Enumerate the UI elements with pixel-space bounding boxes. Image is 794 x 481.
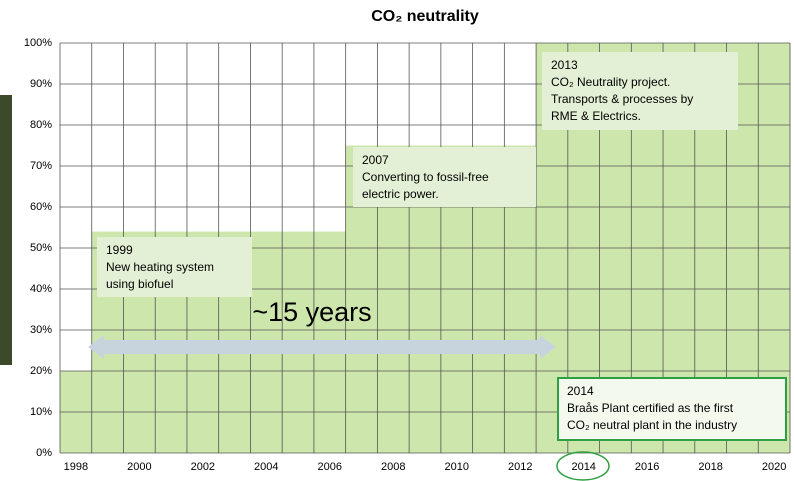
annotation-text: New heating system (106, 260, 214, 274)
y-tick-label: 60% (30, 201, 52, 213)
x-tick-label: 2018 (698, 461, 722, 473)
annotation-text: CO₂ Neutrality project. (551, 75, 670, 89)
annotation-text: Braås Plant certified as the first (567, 401, 734, 415)
x-tick-label: 2014 (571, 461, 595, 473)
y-tick-label: 40% (30, 283, 52, 295)
chart-title: CO₂ neutrality (371, 8, 479, 25)
x-tick-label: 2016 (635, 461, 659, 473)
span-label: ~15 years (252, 297, 371, 327)
x-tick-label: 2012 (508, 461, 532, 473)
y-tick-label: 90% (30, 78, 52, 90)
x-tick-label: 2008 (381, 461, 405, 473)
x-tick-label: 2010 (444, 461, 468, 473)
annotation-text: RME & Electrics. (551, 109, 641, 123)
annotation-text: CO₂ neutral plant in the industry (567, 418, 737, 432)
x-tick-label: 1998 (64, 461, 88, 473)
y-tick-label: 80% (30, 119, 52, 131)
photo-edge (0, 95, 12, 365)
annotation-text: 2007 (362, 153, 389, 167)
x-tick-label: 2020 (762, 461, 786, 473)
annotation-text: 2014 (567, 384, 594, 398)
x-tick-label: 2002 (191, 461, 215, 473)
x-tick-label: 2006 (318, 461, 342, 473)
annotation-text: 1999 (106, 243, 133, 257)
annotation-text: Converting to fossil-free (362, 170, 489, 184)
annotation-text: using biofuel (106, 277, 173, 291)
y-tick-label: 70% (30, 160, 52, 172)
chart: CO₂ neutrality 0% 10% 20% 30% 40% 50% 60% 70% 80… (0, 0, 794, 481)
x-tick-label: 2000 (127, 461, 151, 473)
y-tick-label: 20% (30, 365, 52, 377)
y-tick-label: 100% (24, 37, 52, 49)
y-tick-label: 0% (36, 447, 52, 459)
y-tick-label: 50% (30, 242, 52, 254)
x-tick-label: 2004 (254, 461, 278, 473)
annotation-text: electric power. (362, 187, 439, 201)
y-tick-label: 10% (30, 406, 52, 418)
y-tick-label: 30% (30, 324, 52, 336)
annotation-text: Transports & processes by (551, 92, 693, 106)
annotation-text: 2013 (551, 58, 578, 72)
